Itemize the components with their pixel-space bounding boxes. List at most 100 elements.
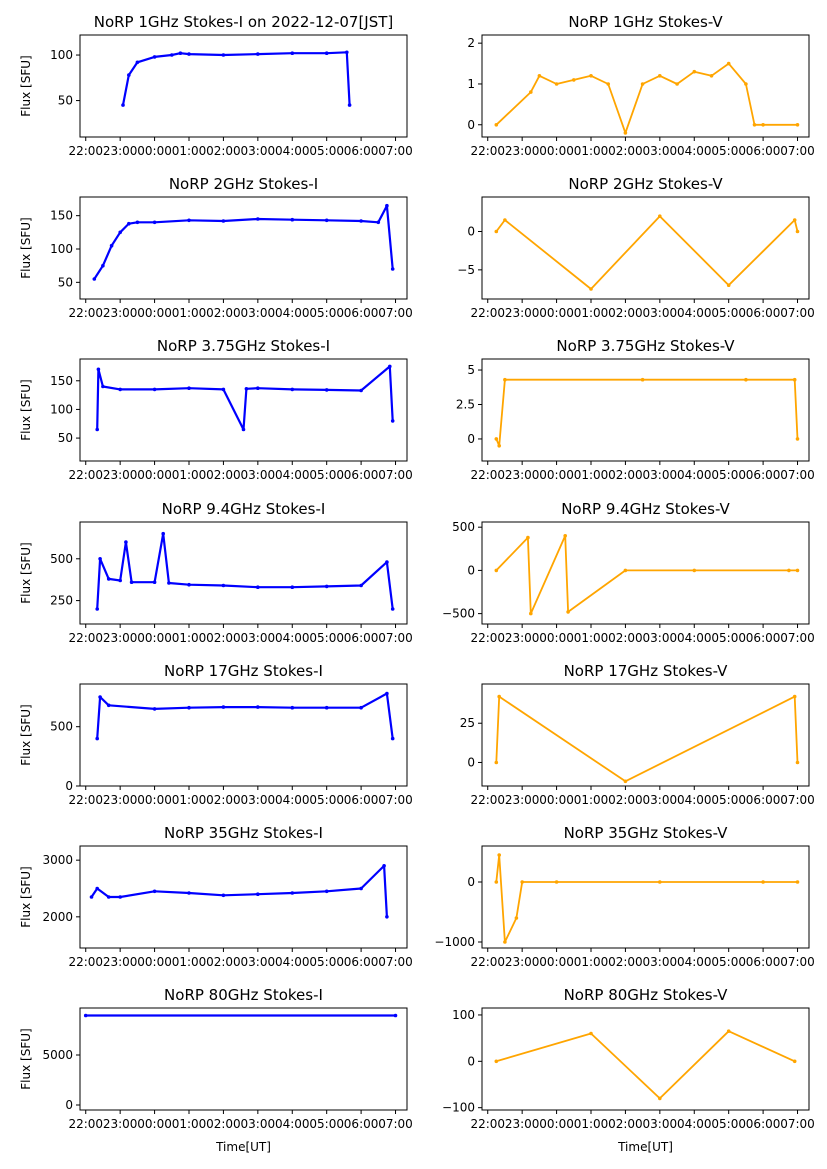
plot-frame	[79, 196, 408, 300]
chart-title: NoRP 80GHz Stokes-V	[564, 986, 729, 1004]
x-tick-label: 03:00	[241, 955, 276, 969]
x-tick-label: 05:00	[711, 793, 746, 807]
data-series	[95, 531, 395, 611]
x-tick-label: 04:00	[275, 1117, 310, 1131]
x-tick-label: 05:00	[309, 631, 344, 645]
data-point	[187, 705, 191, 710]
x-tick-label: 07:00	[780, 306, 815, 320]
data-point	[726, 1029, 731, 1033]
x-tick-label: 01:00	[172, 631, 207, 645]
y-axis-label: Flux [SFU]	[19, 542, 33, 603]
data-point	[221, 53, 226, 57]
data-point	[554, 82, 559, 86]
data-point	[152, 889, 157, 894]
x-tick-label: 02:00	[608, 144, 643, 158]
data-point	[324, 889, 329, 894]
data-point	[98, 557, 102, 561]
data-series	[92, 203, 395, 281]
y-tick-label: 0	[467, 755, 475, 769]
data-point	[106, 577, 111, 581]
data-point	[255, 386, 260, 391]
plot-frame	[481, 34, 810, 138]
data-point	[324, 705, 329, 710]
x-tick-label: 02:00	[206, 955, 241, 969]
data-point	[795, 760, 800, 765]
data-point	[152, 707, 157, 711]
data-series	[494, 214, 800, 291]
subplot: NoRP 80GHz Stokes-I Flux [SFU] Time[UT] 22:…	[19, 986, 413, 1154]
data-point	[135, 220, 140, 225]
y-tick-label: 0	[467, 225, 475, 239]
data-point	[324, 51, 329, 55]
data-point	[129, 580, 134, 584]
x-tick-label: 22:00	[470, 631, 505, 645]
data-point	[221, 705, 226, 709]
data-point	[744, 82, 748, 86]
x-tick-label: 02:00	[608, 631, 643, 645]
x-tick-label: 04:00	[677, 468, 712, 482]
data-point	[221, 387, 226, 392]
y-axis-label: Flux [SFU]	[19, 866, 33, 927]
data-series	[95, 691, 395, 741]
data-point	[359, 705, 363, 710]
chart-title: NoRP 1GHz Stokes-V	[568, 13, 723, 31]
data-point	[187, 52, 191, 56]
series-line	[121, 51, 351, 106]
data-point	[589, 1031, 593, 1036]
data-point	[692, 568, 697, 573]
data-point	[359, 219, 363, 223]
x-tick-label: 06:00	[344, 144, 379, 158]
y-tick-label: 25	[460, 716, 475, 730]
data-point	[554, 880, 559, 884]
data-point	[390, 607, 395, 611]
x-tick-label: 02:00	[206, 1117, 241, 1131]
x-tick-label: 22:00	[470, 144, 505, 158]
chart-title: NoRP 80GHz Stokes-I	[164, 986, 323, 1004]
data-point	[187, 386, 191, 391]
x-tick-label: 22:00	[68, 1117, 103, 1131]
data-point	[658, 74, 662, 78]
data-point	[359, 388, 363, 393]
data-point	[761, 123, 765, 127]
x-tick-label: 07:00	[780, 955, 815, 969]
x-tick-label: 07:00	[378, 793, 413, 807]
data-point	[290, 217, 295, 222]
data-point	[135, 60, 140, 65]
data-point	[89, 895, 94, 899]
x-tick-label: 00:00	[539, 1117, 574, 1131]
data-series	[95, 364, 395, 432]
data-point	[503, 940, 507, 944]
x-tick-label: 05:00	[711, 631, 746, 645]
data-point	[324, 388, 329, 392]
data-point	[95, 736, 99, 741]
x-tick-label: 01:00	[172, 306, 207, 320]
x-tick-label: 06:00	[746, 306, 781, 320]
x-tick-label: 02:00	[206, 631, 241, 645]
data-point	[390, 419, 395, 423]
y-tick-label: 500	[50, 552, 73, 566]
data-point	[529, 611, 533, 616]
x-tick-label: 07:00	[780, 1117, 815, 1131]
data-point	[244, 387, 249, 391]
data-series	[494, 61, 800, 135]
subplot: NoRP 35GHz Stokes-V22:00 23:00 00:00 01:00 0…	[434, 824, 814, 969]
data-point	[675, 82, 679, 86]
data-point	[161, 531, 165, 536]
y-tick-label: 0	[467, 563, 475, 577]
y-axis-label: Flux [SFU]	[19, 217, 33, 278]
data-point	[118, 578, 122, 583]
x-tick-label: 04:00	[677, 144, 712, 158]
series-line	[495, 534, 798, 615]
x-tick-label: 22:00	[470, 793, 505, 807]
data-point	[566, 610, 570, 614]
data-point	[572, 78, 576, 82]
data-point	[95, 427, 99, 432]
data-point	[152, 220, 157, 225]
data-point	[640, 377, 645, 382]
x-tick-label: 23:00	[103, 144, 138, 158]
data-point	[792, 1059, 797, 1064]
x-tick-label: 01:00	[574, 793, 609, 807]
chart-title: NoRP 17GHz Stokes-I	[164, 662, 323, 680]
x-tick-label: 07:00	[378, 306, 413, 320]
plot-frame	[79, 358, 408, 462]
